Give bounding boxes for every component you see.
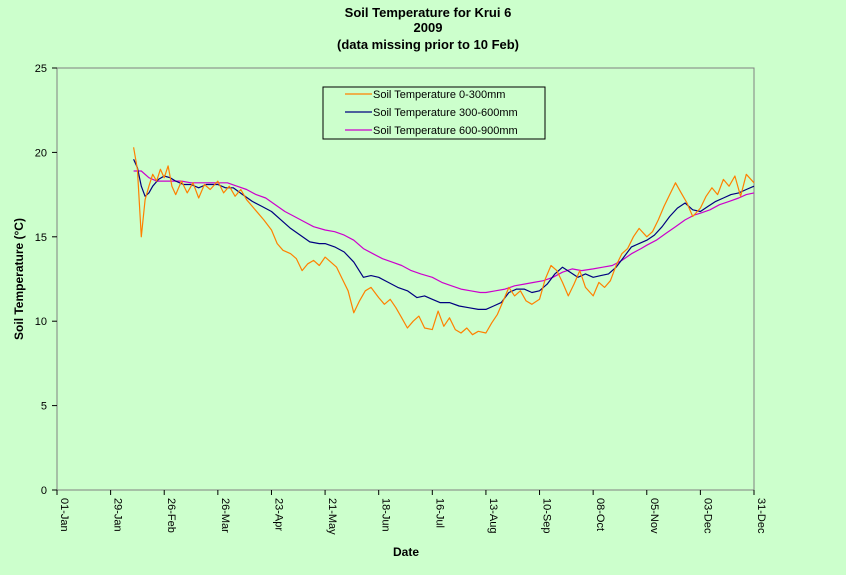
y-tick-label: 5 (41, 401, 47, 413)
series-layer (133, 147, 755, 336)
x-tick-label: 08-Oct (594, 498, 606, 531)
series-line-0-300mm (133, 147, 755, 336)
chart-subtitle-year: 2009 (414, 20, 443, 35)
x-tick-label: 05-Nov (648, 498, 660, 534)
y-tick-label: 25 (35, 63, 47, 75)
x-tick-label: 21-May (326, 498, 338, 535)
x-tick-label: 01-Jan (58, 498, 70, 532)
series-line-600-900mm (133, 170, 755, 294)
series-line-300-600mm (133, 158, 755, 310)
chart-title: Soil Temperature for Krui 6 (345, 5, 512, 20)
x-tick-label: 16-Jul (433, 498, 445, 528)
y-tick-label: 15 (35, 232, 47, 244)
x-tick-label: 10-Sep (541, 498, 553, 533)
legend-label-0-300mm: Soil Temperature 0-300mm (373, 89, 505, 101)
legend: Soil Temperature 0-300mm Soil Temperatur… (322, 86, 546, 140)
x-tick-label: 13-Aug (487, 498, 499, 533)
y-tick-label: 20 (35, 147, 47, 159)
x-tick-label: 03-Dec (701, 498, 713, 534)
y-tick-label: 0 (41, 485, 47, 497)
y-axis: 0 5 10 15 20 25 (35, 63, 57, 497)
x-tick-label: 26-Feb (165, 498, 177, 533)
x-axis-label: Date (393, 545, 419, 559)
x-axis: 01-Jan 29-Jan 26-Feb 26-Mar 23-Apr 21-May 18-J… (56, 490, 767, 535)
legend-label-600-900mm: Soil Temperature 600-900mm (373, 125, 518, 137)
legend-label-300-600mm: Soil Temperature 300-600mm (373, 107, 518, 119)
chart-subtitle-note: (data missing prior to 10 Feb) (337, 37, 519, 52)
x-tick-label: 23-Apr (272, 498, 284, 531)
y-axis-label: Soil Temperature (°C) (12, 218, 26, 340)
x-tick-label: 18-Jun (380, 498, 392, 532)
y-tick-label: 10 (35, 316, 47, 328)
x-tick-label: 29-Jan (112, 498, 124, 532)
x-tick-label: 31-Dec (755, 498, 767, 534)
x-tick-label: 26-Mar (219, 498, 231, 533)
